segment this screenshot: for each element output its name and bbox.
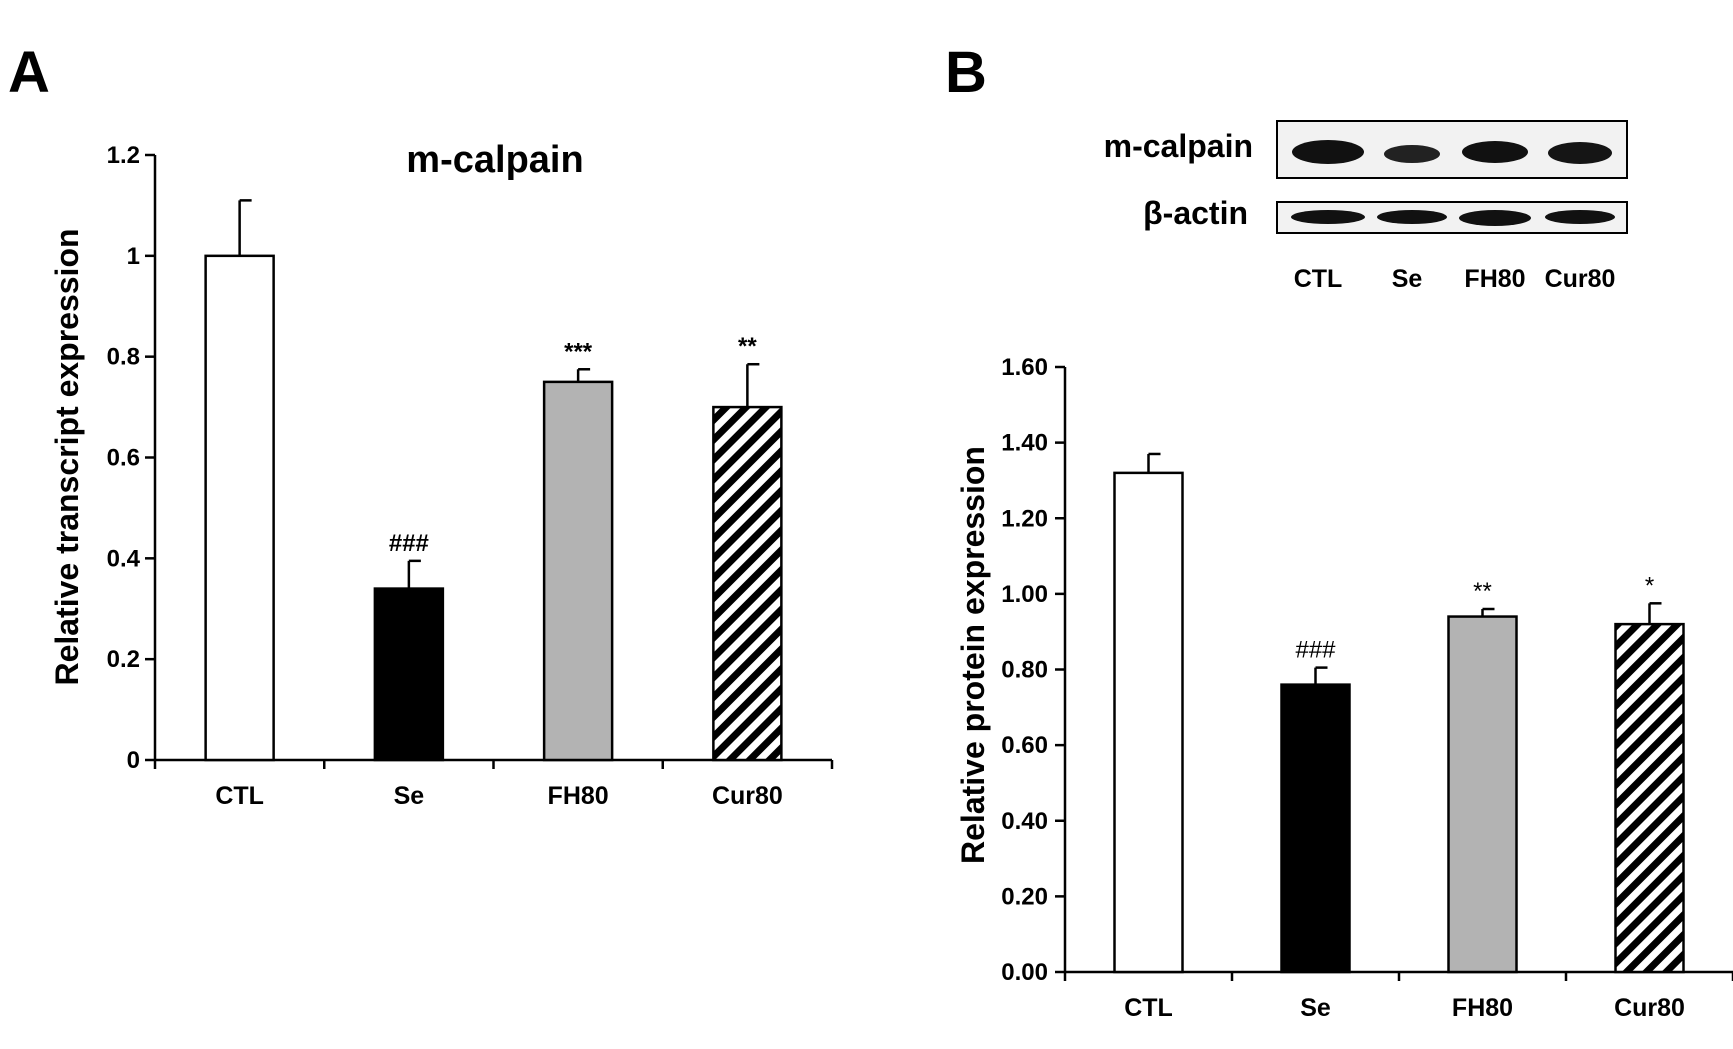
significance-cur80: ** xyxy=(738,333,757,360)
significance-se: ### xyxy=(1295,637,1336,664)
y-tick-label: 1.60 xyxy=(1001,354,1048,381)
blot-lane-label-se: Se xyxy=(1392,265,1423,293)
significance-fh80: ** xyxy=(1473,578,1492,605)
significance-cur80: * xyxy=(1645,572,1654,599)
y-tick-label: 0.80 xyxy=(1001,657,1048,684)
chart-b: Relative protein expression 0.00 0.20 0.40 0… xyxy=(955,354,1733,1022)
blot-band xyxy=(1548,142,1612,164)
blot-band xyxy=(1545,210,1615,224)
y-tick-label: 1.20 xyxy=(1001,505,1048,532)
y-tick-label: 1 xyxy=(127,243,140,270)
x-tick-label-fh80: FH80 xyxy=(548,782,609,810)
chart-a: m-calpain Relative transcript expression 0… xyxy=(49,139,834,810)
x-tick-label-se: Se xyxy=(1300,994,1331,1022)
blot-band xyxy=(1459,210,1531,226)
blot-lane-label-ctl: CTL xyxy=(1294,265,1343,293)
x-tick-label-fh80: FH80 xyxy=(1452,994,1513,1022)
blot-band xyxy=(1462,141,1528,163)
bar-se xyxy=(1280,683,1351,974)
y-tick-label: 0.6 xyxy=(107,445,140,472)
blot-row-label-beta-actin: β-actin xyxy=(1143,195,1248,231)
bar-se xyxy=(373,587,445,762)
y-tick-label: 0.40 xyxy=(1001,808,1048,835)
y-tick-label: 0.00 xyxy=(1001,959,1048,986)
blot-band xyxy=(1291,210,1365,224)
bar-ctl xyxy=(204,254,275,762)
y-tick-label: 0.60 xyxy=(1001,732,1048,759)
x-tick-label-ctl: CTL xyxy=(1124,994,1173,1022)
blot-lane-label-fh80: FH80 xyxy=(1464,265,1525,293)
y-tick-label: 0.4 xyxy=(107,545,141,572)
y-tick-label: 0.2 xyxy=(107,646,140,673)
bar-cur80 xyxy=(712,405,783,762)
y-tick-label: 0.20 xyxy=(1001,883,1048,910)
blot-lane-label-cur80: Cur80 xyxy=(1545,265,1616,293)
bar-cur80 xyxy=(1614,622,1685,974)
bar-fh80 xyxy=(1447,615,1518,974)
y-tick-label: 1.00 xyxy=(1001,581,1048,608)
significance-fh80: *** xyxy=(564,338,593,365)
panel-label-a: A xyxy=(8,40,50,105)
chart-title: m-calpain xyxy=(406,139,583,181)
y-tick-label: 1.2 xyxy=(107,142,140,169)
blot-band xyxy=(1384,145,1440,163)
panel-label-b: B xyxy=(945,40,987,105)
x-tick-label-cur80: Cur80 xyxy=(712,782,783,810)
x-tick-label-cur80: Cur80 xyxy=(1614,994,1685,1022)
bar-fh80 xyxy=(542,380,614,762)
blot-band xyxy=(1377,210,1447,224)
western-blot: m-calpain β-actin CTL Se FH80 Cur80 xyxy=(1104,120,1628,293)
y-tick-label: 1.40 xyxy=(1001,430,1048,457)
y-axis-label: Relative transcript expression xyxy=(49,228,85,685)
y-tick-label: 0.8 xyxy=(107,344,140,371)
x-tick-label-se: Se xyxy=(394,782,425,810)
blot-row-label-m-calpain: m-calpain xyxy=(1104,128,1253,164)
significance-se: ### xyxy=(389,530,429,557)
blot-band xyxy=(1292,140,1364,164)
y-axis-label: Relative protein expression xyxy=(955,446,991,864)
y-tick-label: 0 xyxy=(127,747,140,774)
x-tick-label-ctl: CTL xyxy=(215,782,264,810)
bar-ctl xyxy=(1113,471,1184,974)
